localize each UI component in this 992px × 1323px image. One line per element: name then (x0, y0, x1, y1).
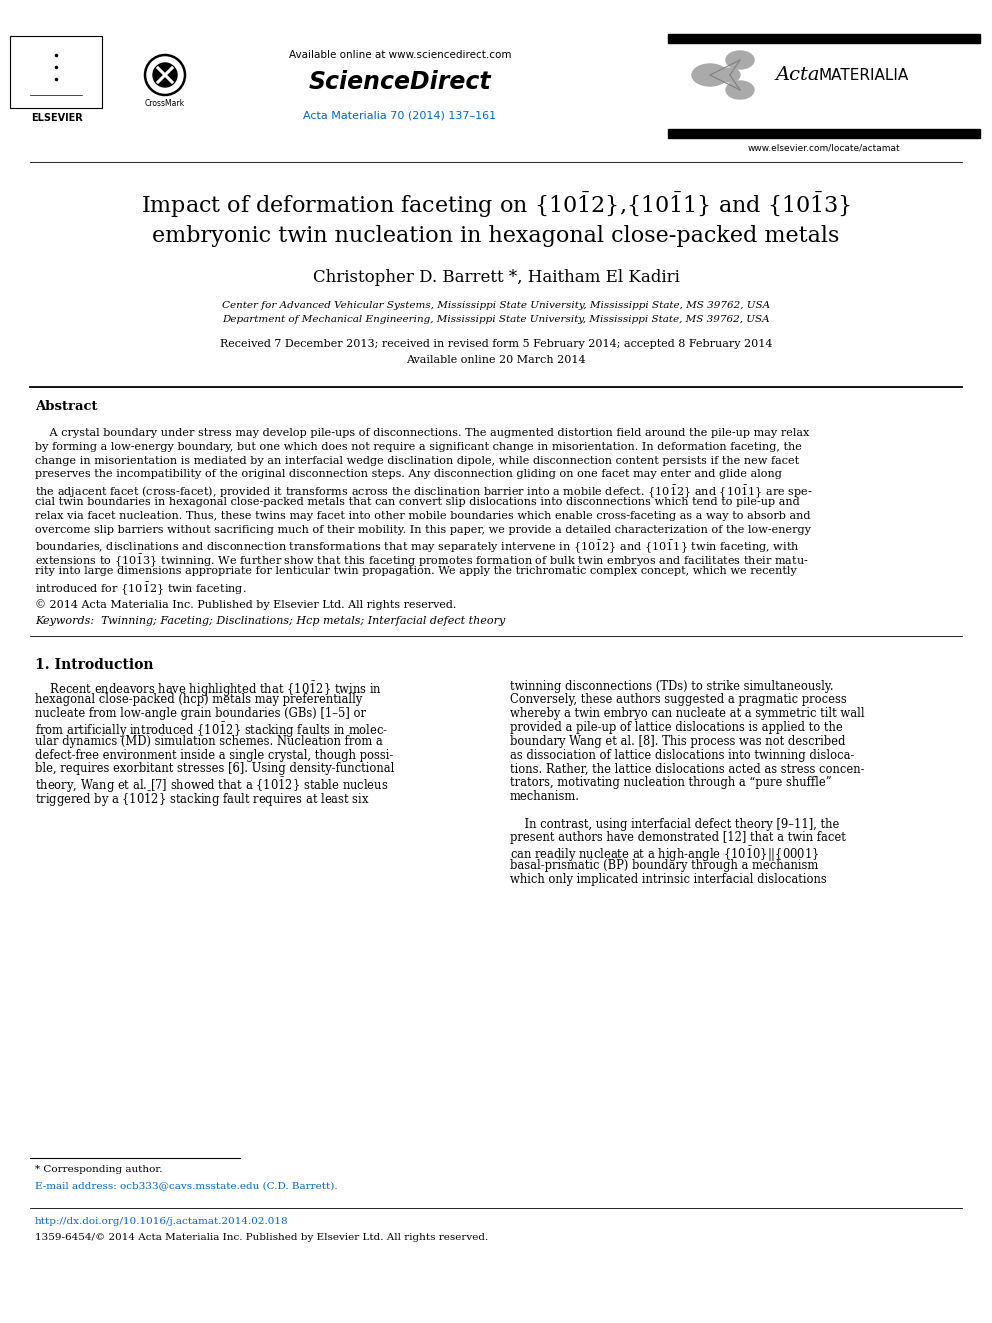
Text: A crystal boundary under stress may develop pile-ups of disconnections. The augm: A crystal boundary under stress may deve… (35, 429, 809, 438)
Text: which only implicated intrinsic interfacial dislocations: which only implicated intrinsic interfac… (510, 873, 826, 886)
Text: defect-free environment inside a single crystal, though possi-: defect-free environment inside a single … (35, 749, 393, 762)
Text: Abstract: Abstract (35, 401, 97, 414)
Text: Conversely, these authors suggested a pragmatic process: Conversely, these authors suggested a pr… (510, 693, 847, 706)
Text: ScienceDirect: ScienceDirect (309, 70, 491, 94)
Text: Christopher D. Barrett *, Haitham El Kadiri: Christopher D. Barrett *, Haitham El Kad… (312, 270, 680, 287)
Text: Available online 20 March 2014: Available online 20 March 2014 (406, 355, 586, 365)
Ellipse shape (720, 67, 740, 82)
Text: the adjacent facet (cross-facet), provided it transforms across the disclination: the adjacent facet (cross-facet), provid… (35, 483, 812, 500)
Ellipse shape (726, 81, 754, 99)
Text: trators, motivating nucleation through a “pure shuffle”: trators, motivating nucleation through a… (510, 777, 831, 790)
Circle shape (153, 64, 177, 87)
Text: * Corresponding author.: * Corresponding author. (35, 1166, 163, 1175)
Text: Acta: Acta (775, 66, 819, 83)
Text: triggered by a $\{10\bar{1}2\}$ stacking fault requires at least six: triggered by a $\{10\bar{1}2\}$ stacking… (35, 790, 370, 810)
Text: Center for Advanced Vehicular Systems, Mississippi State University, Mississippi: Center for Advanced Vehicular Systems, M… (222, 300, 770, 310)
Text: © 2014 Acta Materialia Inc. Published by Elsevier Ltd. All rights reserved.: © 2014 Acta Materialia Inc. Published by… (35, 599, 456, 610)
Text: hexagonal close-packed (hcp) metals may preferentially: hexagonal close-packed (hcp) metals may … (35, 693, 362, 706)
Text: Keywords:  Twinning; Faceting; Disclinations; Hcp metals; Interfacial defect the: Keywords: Twinning; Faceting; Disclinati… (35, 615, 505, 626)
Ellipse shape (726, 52, 754, 69)
Text: provided a pile-up of lattice dislocations is applied to the: provided a pile-up of lattice dislocatio… (510, 721, 843, 734)
Text: introduced for $\{10\bar{1}2\}$ twin faceting.: introduced for $\{10\bar{1}2\}$ twin fac… (35, 579, 247, 597)
Text: CrossMark: CrossMark (145, 98, 186, 107)
Text: from artificially introduced $\{10\bar{1}2\}$ stacking faults in molec-: from artificially introduced $\{10\bar{1… (35, 721, 388, 740)
Text: relax via facet nucleation. Thus, these twins may facet into other mobile bounda: relax via facet nucleation. Thus, these … (35, 511, 810, 521)
Text: basal-prismatic (BP) boundary through a mechanism: basal-prismatic (BP) boundary through a … (510, 859, 818, 872)
Text: Department of Mechanical Engineering, Mississippi State University, Mississippi : Department of Mechanical Engineering, Mi… (222, 315, 770, 324)
Text: embryonic twin nucleation in hexagonal close-packed metals: embryonic twin nucleation in hexagonal c… (153, 225, 839, 247)
Text: Acta Materialia 70 (2014) 137–161: Acta Materialia 70 (2014) 137–161 (304, 110, 497, 120)
Bar (668, 130, 980, 138)
Text: preserves the incompatibility of the original disconnection steps. Any disconnec: preserves the incompatibility of the ori… (35, 470, 782, 479)
Text: present authors have demonstrated [12] that a twin facet: present authors have demonstrated [12] t… (510, 831, 846, 844)
Text: Available online at www.sciencedirect.com: Available online at www.sciencedirect.co… (289, 50, 511, 60)
Text: boundaries, disclinations and disconnection transformations that may separately : boundaries, disclinations and disconnect… (35, 538, 800, 556)
Text: rity into large dimensions appropriate for lenticular twin propagation. We apply: rity into large dimensions appropriate f… (35, 566, 797, 576)
FancyBboxPatch shape (10, 36, 102, 108)
Text: www.elsevier.com/locate/actamat: www.elsevier.com/locate/actamat (748, 143, 901, 152)
Text: 1. Introduction: 1. Introduction (35, 658, 154, 672)
Text: extensions to $\{10\bar{1}3\}$ twinning. We further show that this faceting prom: extensions to $\{10\bar{1}3\}$ twinning.… (35, 552, 808, 569)
Text: whereby a twin embryo can nucleate at a symmetric tilt wall: whereby a twin embryo can nucleate at a … (510, 708, 865, 720)
Text: In contrast, using interfacial defect theory [9–11], the: In contrast, using interfacial defect th… (510, 818, 839, 831)
Text: ular dynamics (MD) simulation schemes. Nucleation from a: ular dynamics (MD) simulation schemes. N… (35, 734, 383, 747)
Text: can readily nucleate at a high-angle $\{10\bar{1}0\}||\{0001\}$: can readily nucleate at a high-angle $\{… (510, 845, 819, 864)
Text: E-mail address: ocb333@cavs.msstate.edu (C.D. Barrett).: E-mail address: ocb333@cavs.msstate.edu … (35, 1181, 337, 1191)
Text: nucleate from low-angle grain boundaries (GBs) [1–5] or: nucleate from low-angle grain boundaries… (35, 708, 366, 720)
Text: mechanism.: mechanism. (510, 790, 580, 803)
Text: boundary Wang et al. [8]. This process was not described: boundary Wang et al. [8]. This process w… (510, 734, 845, 747)
Text: http://dx.doi.org/10.1016/j.actamat.2014.02.018: http://dx.doi.org/10.1016/j.actamat.2014… (35, 1217, 289, 1226)
Text: twinning disconnections (TDs) to strike simultaneously.: twinning disconnections (TDs) to strike … (510, 680, 833, 693)
Text: 1359-6454/© 2014 Acta Materialia Inc. Published by Elsevier Ltd. All rights rese: 1359-6454/© 2014 Acta Materialia Inc. Pu… (35, 1233, 488, 1242)
Text: Recent endeavors have highlighted that $\{10\bar{1}2\}$ twins in: Recent endeavors have highlighted that $… (35, 680, 382, 699)
Text: overcome slip barriers without sacrificing much of their mobility. In this paper: overcome slip barriers without sacrifici… (35, 525, 811, 534)
Text: ELSEVIER: ELSEVIER (31, 112, 83, 123)
Text: cial twin boundaries in hexagonal close-packed metals that can convert slip disl: cial twin boundaries in hexagonal close-… (35, 497, 800, 507)
Text: ble, requires exorbitant stresses [6]. Using density-functional: ble, requires exorbitant stresses [6]. U… (35, 762, 395, 775)
Text: as dissociation of lattice dislocations into twinning disloca-: as dissociation of lattice dislocations … (510, 749, 854, 762)
Text: tions. Rather, the lattice dislocations acted as stress concen-: tions. Rather, the lattice dislocations … (510, 762, 864, 775)
Text: change in misorientation is mediated by an interfacial wedge disclination dipole: change in misorientation is mediated by … (35, 455, 800, 466)
Bar (668, 34, 980, 44)
Ellipse shape (692, 64, 728, 86)
Text: Impact of deformation faceting on $\{10\bar{1}2\}$,$\{10\bar{1}1\}$ and $\{10\ba: Impact of deformation faceting on $\{10\… (141, 191, 851, 220)
Text: theory, Wang et al. [7] showed that a $\{10\bar{1}2\}$ stable nucleus: theory, Wang et al. [7] showed that a $\… (35, 777, 389, 795)
Text: MATERIALIA: MATERIALIA (818, 67, 909, 82)
Text: by forming a low-energy boundary, but one which does not require a significant c: by forming a low-energy boundary, but on… (35, 442, 802, 451)
Text: Received 7 December 2013; received in revised form 5 February 2014; accepted 8 F: Received 7 December 2013; received in re… (220, 339, 772, 349)
